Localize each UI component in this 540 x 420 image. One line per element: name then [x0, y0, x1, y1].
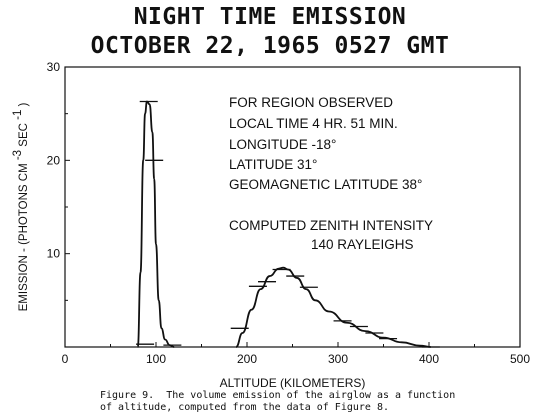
y-axis-label-part: )	[18, 102, 30, 109]
y-axis-label-part: -1	[12, 110, 24, 123]
annotation-line: LOCAL TIME 4 HR. 51 MIN.	[229, 116, 398, 131]
x-tick-label: 300	[328, 352, 348, 366]
y-tick-label: 30	[47, 60, 61, 74]
x-tick-label: 0	[62, 352, 69, 366]
annotation-line: 140 RAYLEIGHS	[311, 237, 414, 252]
y-axis-label-part: -3	[12, 150, 24, 163]
x-tick-label: 100	[146, 352, 166, 366]
annotation-line: LONGITUDE -18°	[229, 137, 336, 152]
y-axis-label-part: EMISSION - (PHOTONS CM	[18, 163, 30, 311]
annotation-line: FOR REGION OBSERVED	[229, 95, 393, 110]
emission-curve-2	[235, 266, 431, 348]
x-tick-label: 200	[237, 352, 257, 366]
y-tick-label: 20	[47, 153, 61, 167]
annotation-line: GEOMAGNETIC LATITUDE 38°	[229, 177, 422, 192]
x-axis-label: ALTITUDE (KILOMETERS)	[220, 376, 366, 390]
y-axis-label: EMISSION - (PHOTONS CM -3 SEC -1 )	[12, 102, 30, 311]
x-tick-label: 400	[419, 352, 439, 366]
caption-line-1: Figure 9. The volume emission of the air…	[100, 390, 456, 401]
x-tick-label: 500	[510, 352, 530, 366]
emission-curve-1	[136, 100, 175, 348]
y-tick-label: 10	[47, 247, 61, 261]
chart-title: NIGHT TIME EMISSION	[133, 4, 407, 30]
annotation-line: COMPUTED ZENITH INTENSITY	[229, 218, 433, 233]
chart-subtitle: OCTOBER 22, 1965 0527 GMT	[90, 33, 450, 59]
figure-caption: Figure 9. The volume emission of the air…	[100, 390, 455, 414]
y-axis-label-part: SEC	[18, 123, 30, 150]
caption-line-2: of altitude, computed from the data of F…	[100, 402, 389, 413]
annotation-line: LATITUDE 31°	[229, 157, 317, 172]
